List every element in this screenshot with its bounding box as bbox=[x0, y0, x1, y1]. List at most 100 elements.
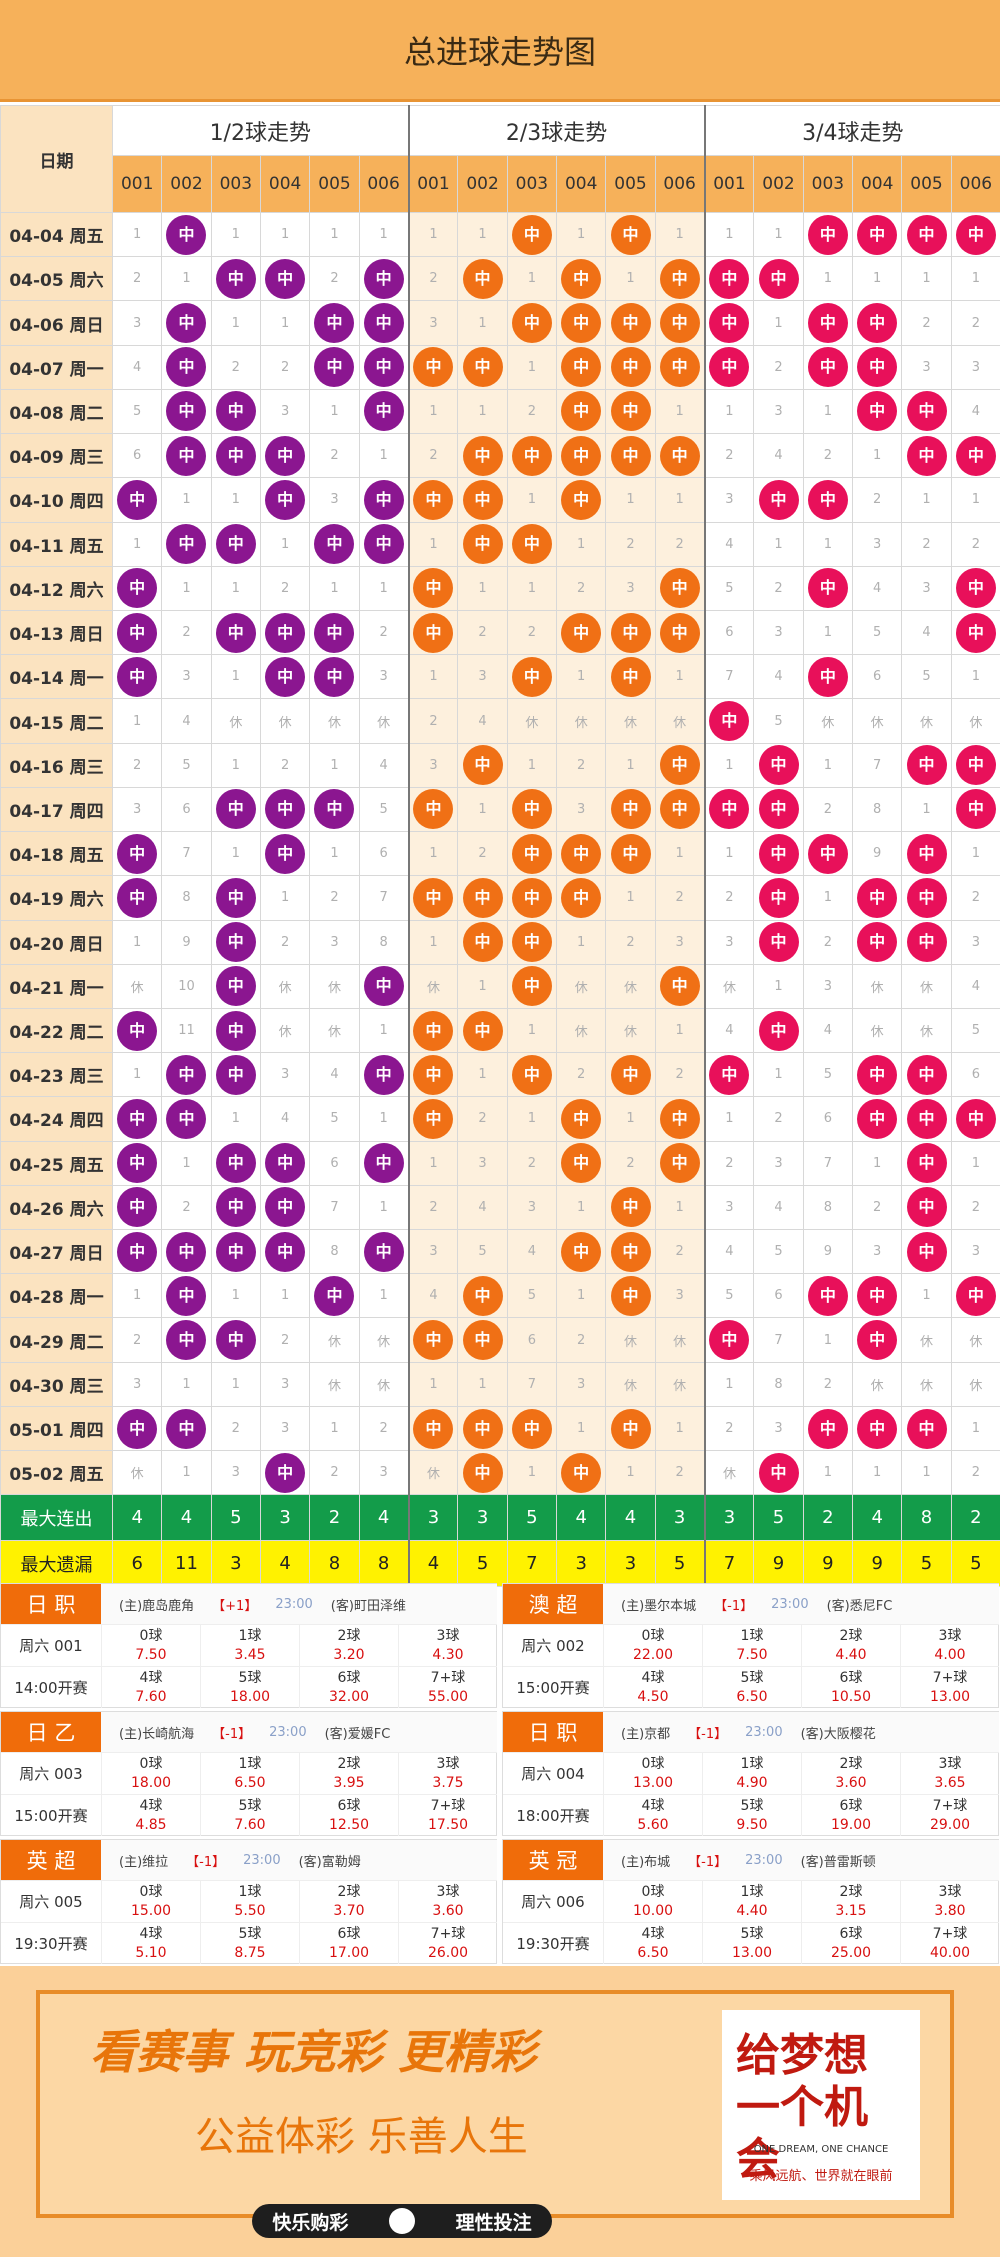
odds-cell[interactable]: 6球 32.00 bbox=[299, 1666, 398, 1708]
odds-cell[interactable]: 3球 3.80 bbox=[900, 1880, 999, 1922]
col-header: 006 bbox=[950, 155, 1000, 213]
trend-cell: 7 bbox=[358, 875, 410, 921]
odds-value: 13.00 bbox=[929, 1689, 971, 1705]
odds-cell[interactable]: 5球 8.75 bbox=[200, 1922, 299, 1964]
hit-ball: 中 bbox=[659, 966, 700, 1007]
trend-cell: 中 bbox=[556, 433, 607, 479]
odds-cell[interactable]: 2球 3.95 bbox=[299, 1752, 398, 1794]
odds-cell[interactable]: 2球 4.40 bbox=[801, 1624, 900, 1666]
odds-cell[interactable]: 5球 18.00 bbox=[200, 1666, 299, 1708]
goals-label: 3球 bbox=[938, 1756, 962, 1772]
trend-cell: 2 bbox=[259, 344, 311, 390]
hit-ball: 中 bbox=[610, 435, 651, 476]
odds-cell[interactable]: 7+球 13.00 bbox=[900, 1666, 999, 1708]
summary-cell: 5 bbox=[210, 1494, 261, 1542]
odds-cell[interactable]: 1球 7.50 bbox=[702, 1624, 801, 1666]
odds-cell[interactable]: 5球 7.60 bbox=[200, 1794, 299, 1836]
odds-value: 25.00 bbox=[830, 1945, 872, 1961]
draw-row: 04-09 周三 6 中中中 2 1 2 中中中中中 2 4 2 1 中中 bbox=[0, 433, 1000, 479]
hit-ball: 中 bbox=[215, 1231, 256, 1272]
odds-cell[interactable]: 5球 9.50 bbox=[702, 1794, 801, 1836]
odds-cell[interactable]: 7+球 55.00 bbox=[398, 1666, 497, 1708]
odds-cell[interactable]: 2球 3.70 bbox=[299, 1880, 398, 1922]
odds-cell[interactable]: 0球 10.00 bbox=[603, 1880, 702, 1922]
trend-cell: 中 bbox=[605, 211, 656, 258]
draw-row: 04-29 周二 2 中中 2 休休中中 6 2 休休中 7 1 中休休 bbox=[0, 1317, 1000, 1363]
odds-cell[interactable]: 4球 7.60 bbox=[101, 1666, 200, 1708]
trend-cell: 6 bbox=[309, 1140, 360, 1186]
trend-cell: 中 bbox=[358, 1140, 410, 1186]
odds-cell[interactable]: 1球 4.90 bbox=[702, 1752, 801, 1794]
trend-cell: 中 bbox=[210, 1140, 261, 1186]
row-date: 04-09 周三 bbox=[0, 433, 113, 479]
odds-cell[interactable]: 0球 7.50 bbox=[101, 1624, 200, 1666]
odds-cell[interactable]: 4球 6.50 bbox=[603, 1922, 702, 1964]
hit-ball: 中 bbox=[659, 1098, 700, 1139]
odds-cell[interactable]: 3球 3.65 bbox=[900, 1752, 999, 1794]
odds-cell[interactable]: 6球 17.00 bbox=[299, 1922, 398, 1964]
odds-cell[interactable]: 1球 4.40 bbox=[702, 1880, 801, 1922]
hit-ball: 中 bbox=[166, 435, 207, 476]
draw-row: 04-06 周日 3 中 1 1 中中 3 1 中中中中中 1 中中 2 2 bbox=[0, 300, 1000, 346]
trend-cell: 3 bbox=[654, 1273, 706, 1319]
col-header: 001 bbox=[407, 155, 459, 213]
trend-cell: 中 bbox=[358, 1229, 410, 1275]
odds-cell[interactable]: 7+球 40.00 bbox=[900, 1922, 999, 1964]
odds-cell[interactable]: 3球 3.60 bbox=[398, 1880, 497, 1922]
trend-cell: 4 bbox=[358, 742, 410, 788]
hit-ball: 中 bbox=[166, 1231, 207, 1272]
odds-cell[interactable]: 5球 6.50 bbox=[702, 1666, 801, 1708]
trend-cell: 中 bbox=[654, 963, 706, 1009]
hit-ball: 中 bbox=[462, 524, 503, 565]
hit-ball: 中 bbox=[413, 347, 454, 388]
odds-cell[interactable]: 3球 4.00 bbox=[900, 1624, 999, 1666]
odds-cell[interactable]: 6球 25.00 bbox=[801, 1922, 900, 1964]
match-time: 23:00 bbox=[771, 1596, 809, 1612]
odds-cell[interactable]: 7+球 17.50 bbox=[398, 1794, 497, 1836]
odds-cell[interactable]: 1球 3.45 bbox=[200, 1624, 299, 1666]
trend-cell: 1 bbox=[556, 521, 607, 567]
trend-cell: 1 bbox=[556, 654, 607, 700]
odds-cell[interactable]: 4球 4.85 bbox=[101, 1794, 200, 1836]
odds-cell[interactable]: 1球 5.50 bbox=[200, 1880, 299, 1922]
odds-cell[interactable]: 4球 5.10 bbox=[101, 1922, 200, 1964]
summary-cell: 4 bbox=[605, 1494, 656, 1542]
goals-label: 6球 bbox=[839, 1926, 863, 1942]
trend-cell: 中 bbox=[901, 1140, 952, 1186]
odds-cell[interactable]: 7+球 26.00 bbox=[398, 1922, 497, 1964]
hit-ball: 中 bbox=[462, 877, 503, 918]
odds-cell[interactable]: 2球 3.15 bbox=[801, 1880, 900, 1922]
odds-cell[interactable]: 0球 13.00 bbox=[603, 1752, 702, 1794]
odds-value: 3.75 bbox=[432, 1775, 464, 1791]
trend-cell: 1 bbox=[210, 1096, 261, 1142]
odds-cell[interactable]: 0球 18.00 bbox=[101, 1752, 200, 1794]
odds-cell[interactable]: 3球 4.30 bbox=[398, 1624, 497, 1666]
odds-cell[interactable]: 0球 22.00 bbox=[603, 1624, 702, 1666]
odds-cell[interactable]: 2球 3.60 bbox=[801, 1752, 900, 1794]
trend-cell: 1 bbox=[457, 786, 508, 833]
odds-cell[interactable]: 2球 3.20 bbox=[299, 1624, 398, 1666]
trend-cell: 中 bbox=[457, 1450, 508, 1496]
summary-cell: 4 bbox=[161, 1494, 212, 1542]
trend-cell: 1 bbox=[161, 1450, 212, 1496]
odds-cell[interactable]: 6球 10.50 bbox=[801, 1666, 900, 1708]
hit-ball: 中 bbox=[758, 258, 799, 299]
kickoff-time: 14:00开赛 bbox=[1, 1666, 101, 1708]
hit-ball: 中 bbox=[610, 1187, 651, 1228]
odds-cell[interactable]: 3球 3.75 bbox=[398, 1752, 497, 1794]
odds-cell[interactable]: 6球 12.50 bbox=[299, 1794, 398, 1836]
odds-cell[interactable]: 4球 4.50 bbox=[603, 1666, 702, 1708]
row-date: 04-25 周五 bbox=[0, 1140, 113, 1186]
draw-row: 05-01 周四中中 2 3 1 2 中中中 1 中 1 2 3 中中中 1 bbox=[0, 1405, 1000, 1452]
trend-cell: 2 bbox=[111, 256, 163, 302]
odds-cell[interactable]: 7+球 29.00 bbox=[900, 1794, 999, 1836]
odds-cell[interactable]: 1球 6.50 bbox=[200, 1752, 299, 1794]
odds-cell[interactable]: 5球 13.00 bbox=[702, 1922, 801, 1964]
odds-cell[interactable]: 4球 5.60 bbox=[603, 1794, 702, 1836]
trend-cell: 中 bbox=[111, 477, 163, 523]
odds-cell[interactable]: 0球 15.00 bbox=[101, 1880, 200, 1922]
page-header: 总进球走势图 bbox=[0, 0, 1000, 102]
odds-cell[interactable]: 6球 19.00 bbox=[801, 1794, 900, 1836]
summary-cell: 2 bbox=[309, 1494, 360, 1542]
trend-cell: 2 bbox=[309, 1450, 360, 1496]
